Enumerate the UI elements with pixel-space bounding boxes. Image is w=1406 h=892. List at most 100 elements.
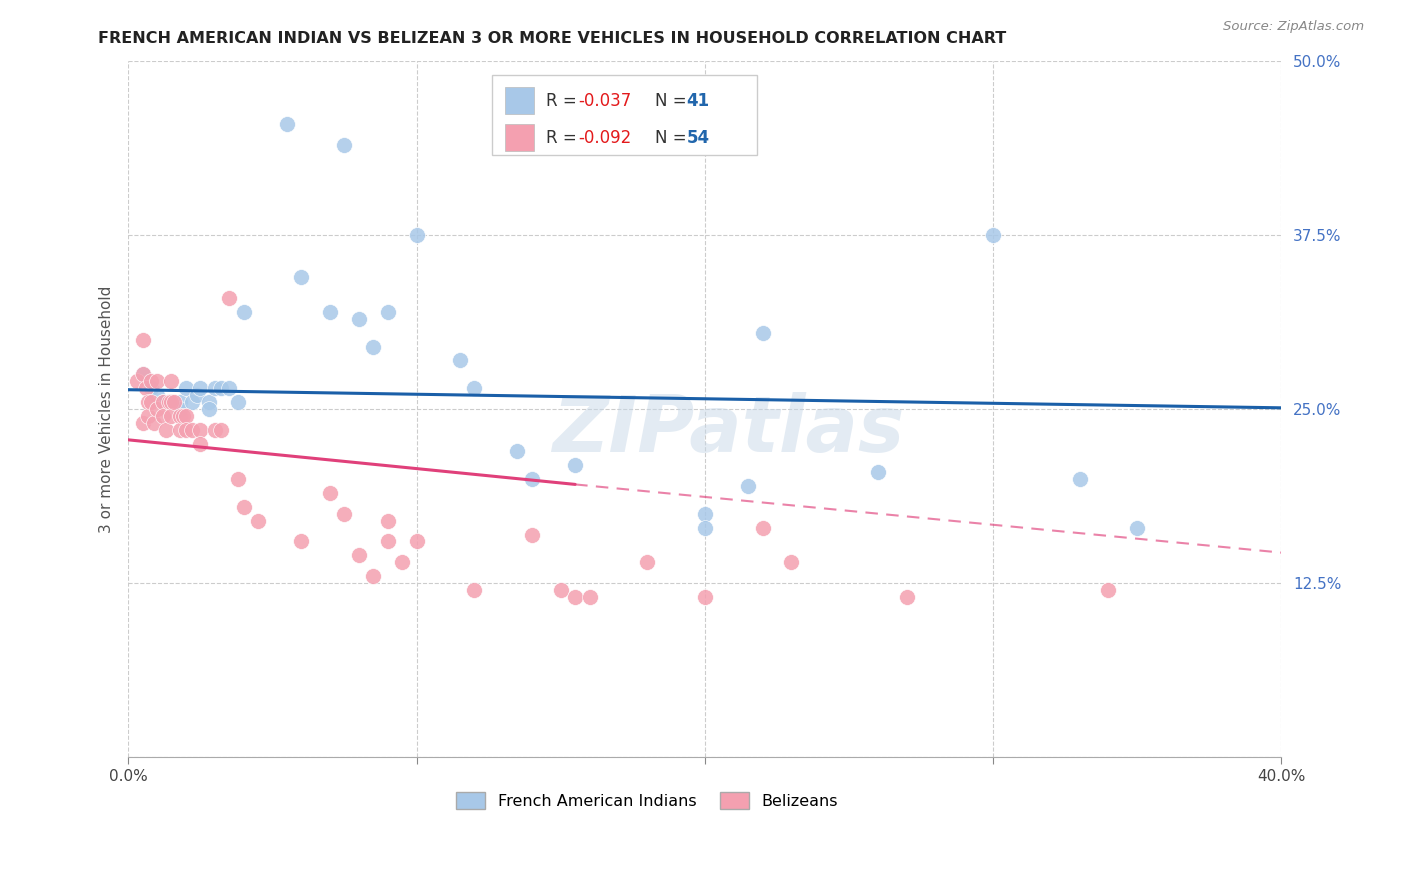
Point: [363, 569, 385, 583]
Point: [578, 590, 600, 604]
Y-axis label: 3 or more Vehicles in Household: 3 or more Vehicles in Household: [100, 285, 114, 533]
Point: [198, 395, 221, 409]
Point: [152, 395, 174, 409]
Point: [152, 395, 174, 409]
Point: [163, 395, 186, 409]
Text: R =: R =: [546, 92, 582, 110]
Point: [141, 381, 163, 395]
Point: [152, 409, 174, 424]
Point: [138, 395, 160, 409]
Legend: French American Indians, Belizeans: French American Indians, Belizeans: [450, 786, 845, 815]
Point: [146, 375, 169, 389]
Point: [204, 381, 226, 395]
Text: Source: ZipAtlas.com: Source: ZipAtlas.com: [1223, 20, 1364, 33]
Point: [333, 137, 356, 152]
Point: [1069, 472, 1091, 486]
Point: [174, 423, 197, 437]
Point: [636, 555, 658, 569]
Point: [131, 368, 153, 382]
Point: [232, 500, 254, 514]
Point: [125, 375, 148, 389]
Point: [751, 520, 773, 534]
Point: [290, 534, 312, 549]
Point: [1126, 520, 1149, 534]
Point: [174, 409, 197, 424]
Point: [218, 291, 240, 305]
Point: [180, 395, 202, 409]
Point: [693, 507, 716, 521]
Point: [751, 326, 773, 340]
Point: [180, 423, 202, 437]
Point: [693, 590, 716, 604]
Point: [141, 395, 163, 409]
Text: ZIPatlas: ZIPatlas: [551, 392, 904, 468]
Point: [780, 555, 803, 569]
Point: [169, 395, 191, 409]
Point: [463, 583, 485, 598]
FancyBboxPatch shape: [492, 75, 756, 155]
Point: [160, 409, 183, 424]
Point: [550, 583, 572, 598]
Point: [347, 311, 370, 326]
Point: [866, 465, 889, 479]
Point: [143, 416, 166, 430]
Point: [377, 534, 399, 549]
Text: N =: N =: [655, 128, 692, 146]
Point: [564, 458, 586, 472]
Point: [169, 409, 191, 424]
Point: [391, 555, 413, 569]
Point: [188, 437, 211, 451]
Point: [520, 472, 543, 486]
Point: [131, 368, 153, 382]
Point: [172, 409, 194, 424]
Point: [155, 423, 177, 437]
Point: [188, 381, 211, 395]
Point: [363, 340, 385, 354]
Point: [564, 590, 586, 604]
Point: [737, 479, 759, 493]
Point: [160, 395, 183, 409]
Text: 41: 41: [686, 92, 710, 110]
Point: [347, 549, 370, 563]
Point: [169, 423, 191, 437]
Point: [204, 423, 226, 437]
Point: [169, 402, 191, 417]
Point: [333, 507, 356, 521]
Point: [160, 375, 183, 389]
Point: [174, 381, 197, 395]
Point: [506, 444, 529, 458]
Point: [463, 381, 485, 395]
Point: [160, 395, 183, 409]
Point: [896, 590, 918, 604]
Text: N =: N =: [655, 92, 692, 110]
Text: -0.092: -0.092: [578, 128, 631, 146]
Text: -0.037: -0.037: [578, 92, 631, 110]
Point: [1097, 583, 1119, 598]
Point: [405, 228, 427, 243]
Point: [138, 409, 160, 424]
Point: [319, 485, 342, 500]
Point: [131, 416, 153, 430]
Text: FRENCH AMERICAN INDIAN VS BELIZEAN 3 OR MORE VEHICLES IN HOUSEHOLD CORRELATION C: FRENCH AMERICAN INDIAN VS BELIZEAN 3 OR …: [98, 31, 1007, 46]
Point: [186, 388, 208, 402]
Point: [218, 381, 240, 395]
Point: [276, 117, 298, 131]
FancyBboxPatch shape: [505, 124, 534, 151]
Point: [520, 527, 543, 541]
Point: [188, 423, 211, 437]
Point: [246, 514, 269, 528]
Point: [981, 228, 1004, 243]
Point: [377, 514, 399, 528]
Point: [209, 381, 232, 395]
Point: [198, 402, 221, 417]
Point: [226, 472, 249, 486]
Point: [232, 305, 254, 319]
Point: [131, 333, 153, 347]
Text: R =: R =: [546, 128, 582, 146]
Text: 54: 54: [686, 128, 710, 146]
Point: [693, 520, 716, 534]
Point: [290, 269, 312, 284]
Point: [377, 305, 399, 319]
Point: [226, 395, 249, 409]
Point: [319, 305, 342, 319]
